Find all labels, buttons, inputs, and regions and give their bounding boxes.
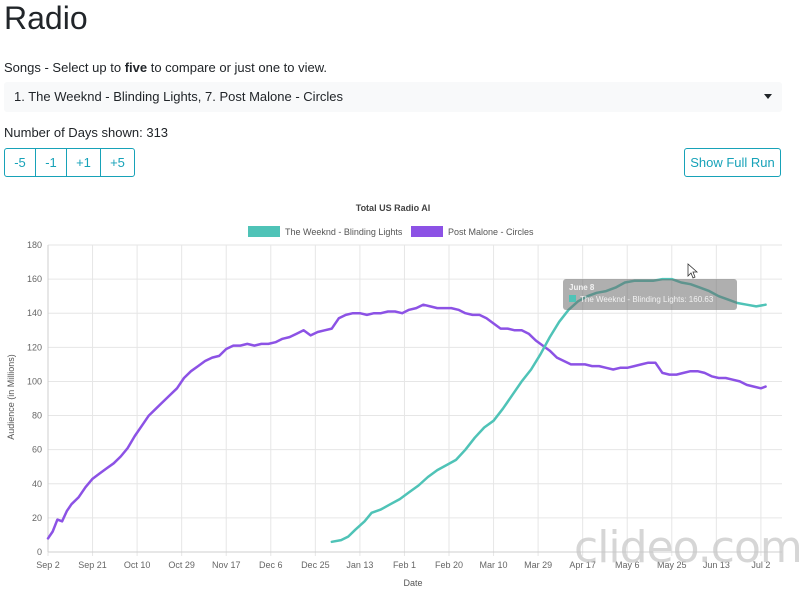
y-tick-label: 140 (27, 308, 42, 318)
instructions-suffix: to compare or just one to view. (147, 60, 328, 75)
y-axis-ticks: 0 20 40 60 80 100 120 140 160 180 (27, 240, 42, 557)
x-tick-label: May 6 (615, 560, 640, 570)
legend-swatch (411, 226, 443, 237)
y-tick-label: 120 (27, 342, 42, 352)
x-tick-label: May 25 (657, 560, 687, 570)
days-shown-label: Number of Days shown: 313 (4, 125, 169, 140)
legend-swatch (248, 226, 280, 237)
series-line (330, 277, 767, 544)
x-tick-label: Sep 21 (78, 560, 107, 570)
chart-legend: The Weeknd - Blinding Lights Post Malone … (248, 226, 534, 237)
y-tick-label: 180 (27, 240, 42, 250)
y-tick-label: 60 (32, 445, 42, 455)
y-axis-label: Audience (in Millions) (6, 354, 16, 440)
tooltip-background (563, 279, 737, 310)
song-instructions: Songs - Select up to five to compare or … (4, 60, 327, 76)
y-tick-label: 160 (27, 274, 42, 284)
chart-series (46, 277, 767, 544)
chart-tooltip: June 8 The Weeknd - Blinding Lights: 160… (563, 279, 737, 310)
x-tick-label: Oct 29 (168, 560, 195, 570)
x-tick-label: Mar 10 (480, 560, 508, 570)
x-tick-label: Jan 13 (346, 560, 373, 570)
x-axis-label: Date (403, 578, 422, 588)
x-tick-label: Dec 6 (259, 560, 283, 570)
day-step-buttons: -5 -1 +1 +5 (4, 148, 135, 177)
minus-5-button[interactable]: -5 (4, 148, 36, 177)
legend-label: Post Malone - Circles (448, 227, 534, 237)
x-tick-label: Sep 2 (36, 560, 60, 570)
x-tick-label: Feb 20 (435, 560, 463, 570)
minus-1-button[interactable]: -1 (35, 148, 67, 177)
x-tick-label: Nov 17 (212, 560, 241, 570)
chart-grid (47, 244, 782, 556)
selected-songs: 1. The Weeknd - Blinding Lights, 7. Post… (14, 89, 344, 104)
x-tick-label: Jul 2 (751, 560, 770, 570)
page-title: Radio (4, 0, 88, 36)
x-axis-ticks: Sep 2 Sep 21 Oct 10 Oct 29 Nov 17 Dec 6 Dec 25… (36, 560, 770, 570)
radio-audience-chart: Total US Radio AI The Weeknd - Blinding … (6, 203, 782, 588)
x-tick-label: Mar 29 (524, 560, 552, 570)
tooltip-title: June 8 (569, 283, 595, 292)
caret-down-icon[interactable] (764, 94, 772, 99)
x-tick-label: Dec 25 (301, 560, 330, 570)
x-tick-label: Apr 17 (569, 560, 596, 570)
mouse-cursor-icon (687, 263, 699, 279)
instructions-prefix: Songs - Select up to (4, 60, 125, 75)
y-tick-label: 20 (32, 513, 42, 523)
y-tick-label: 0 (37, 547, 42, 557)
plus-5-button[interactable]: +5 (100, 148, 135, 177)
show-full-run-button[interactable]: Show Full Run (684, 148, 781, 177)
chart-title: Total US Radio AI (356, 203, 431, 213)
y-tick-label: 100 (27, 376, 42, 386)
y-tick-label: 40 (32, 479, 42, 489)
series-line (46, 303, 767, 540)
x-tick-label: Jun 13 (703, 560, 730, 570)
x-tick-label: Oct 10 (124, 560, 151, 570)
y-tick-label: 80 (32, 411, 42, 421)
plus-1-button[interactable]: +1 (66, 148, 101, 177)
x-tick-label: Feb 1 (393, 560, 416, 570)
instructions-limit: five (124, 60, 148, 75)
tooltip-swatch (569, 295, 576, 302)
legend-label: The Weeknd - Blinding Lights (285, 227, 403, 237)
song-select[interactable]: 1. The Weeknd - Blinding Lights, 7. Post… (4, 82, 782, 112)
tooltip-value: The Weeknd - Blinding Lights: 160.63 (580, 295, 714, 304)
